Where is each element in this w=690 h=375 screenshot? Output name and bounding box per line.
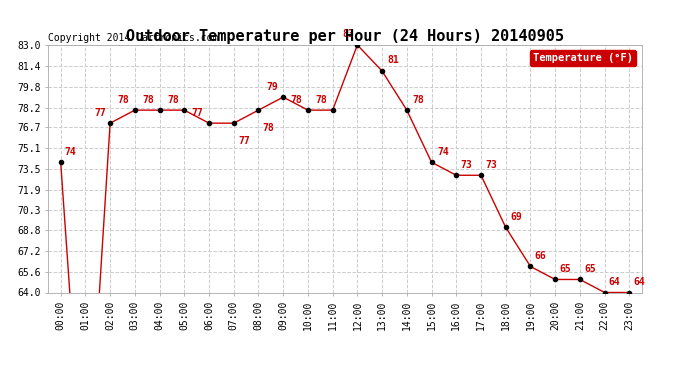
- Text: 78: 78: [413, 94, 424, 105]
- Text: 64: 64: [609, 277, 620, 287]
- Text: 74: 74: [65, 147, 77, 157]
- Text: 73: 73: [485, 160, 497, 170]
- Text: 78: 78: [142, 94, 154, 105]
- Text: 78: 78: [315, 94, 327, 105]
- Text: 65: 65: [560, 264, 571, 274]
- Title: Outdoor Temperature per Hour (24 Hours) 20140905: Outdoor Temperature per Hour (24 Hours) …: [126, 29, 564, 44]
- Text: 69: 69: [510, 212, 522, 222]
- Legend: Temperature (°F): Temperature (°F): [530, 50, 636, 66]
- Text: 77: 77: [192, 108, 204, 118]
- Text: 66: 66: [535, 251, 546, 261]
- Text: 47: 47: [0, 374, 1, 375]
- Text: 73: 73: [460, 160, 472, 170]
- Text: 74: 74: [437, 147, 448, 157]
- Text: 64: 64: [633, 277, 645, 287]
- Text: 78: 78: [167, 94, 179, 105]
- Text: 78: 78: [290, 94, 302, 105]
- Text: 78: 78: [263, 123, 275, 133]
- Text: 83: 83: [343, 30, 355, 39]
- Text: Copyright 2014 Cartronics.com: Copyright 2014 Cartronics.com: [48, 33, 219, 42]
- Text: 77: 77: [95, 108, 106, 118]
- Text: 77: 77: [238, 136, 250, 146]
- Text: 78: 78: [117, 94, 129, 105]
- Text: 81: 81: [388, 56, 400, 66]
- Text: 65: 65: [584, 264, 595, 274]
- Text: 79: 79: [266, 81, 277, 92]
